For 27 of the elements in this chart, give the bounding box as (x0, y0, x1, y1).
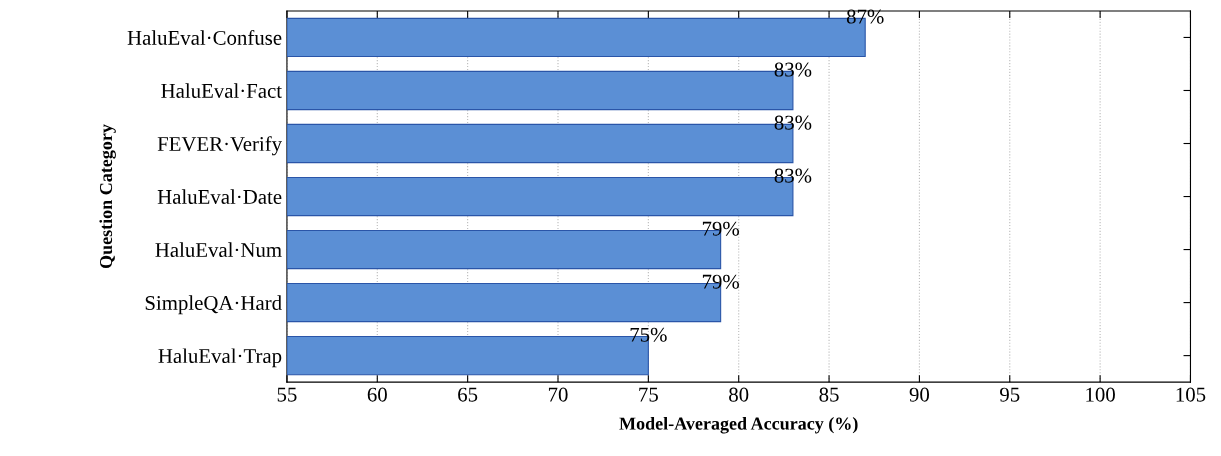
data-label: 83% (774, 168, 812, 183)
y-tick-label: HaluEval·Fact (161, 83, 282, 98)
x-tick-label: 95 (1000, 387, 1020, 402)
y-tick-label: FEVER·Verify (157, 136, 282, 156)
y-tick-label: HaluEval·Confuse (127, 30, 282, 45)
x-tick-label: 75 (639, 387, 658, 402)
x-tick-label: 80 (729, 387, 749, 402)
x-tick-label: 65 (458, 387, 478, 402)
y-tick-label: HaluEval·Num (155, 242, 282, 257)
x-tick-label: 60 (367, 387, 387, 402)
x-tick-label: 85 (819, 387, 839, 402)
x-tick-label: 90 (909, 387, 930, 402)
y-tick-label: HaluEval·Trap (158, 348, 282, 368)
data-label: 79% (702, 274, 740, 289)
y-axis-title: Question Category (99, 124, 116, 269)
x-tick-label: 55 (277, 387, 297, 402)
data-label: 83% (774, 115, 812, 130)
y-tick-label: HaluEval·Date (157, 189, 282, 204)
data-label: 83% (774, 62, 812, 77)
data-label: 75% (630, 327, 667, 342)
x-axis-title: Model-Averaged Accuracy (%) (619, 416, 858, 434)
x-tick-label: 105 (1176, 387, 1206, 402)
data-label: 87% (846, 9, 884, 24)
data-label: 79% (702, 221, 740, 236)
x-tick-label: 70 (548, 387, 568, 402)
x-tick-label: 100 (1086, 387, 1115, 402)
y-tick-label: SimpleQA·Hard (145, 295, 282, 315)
